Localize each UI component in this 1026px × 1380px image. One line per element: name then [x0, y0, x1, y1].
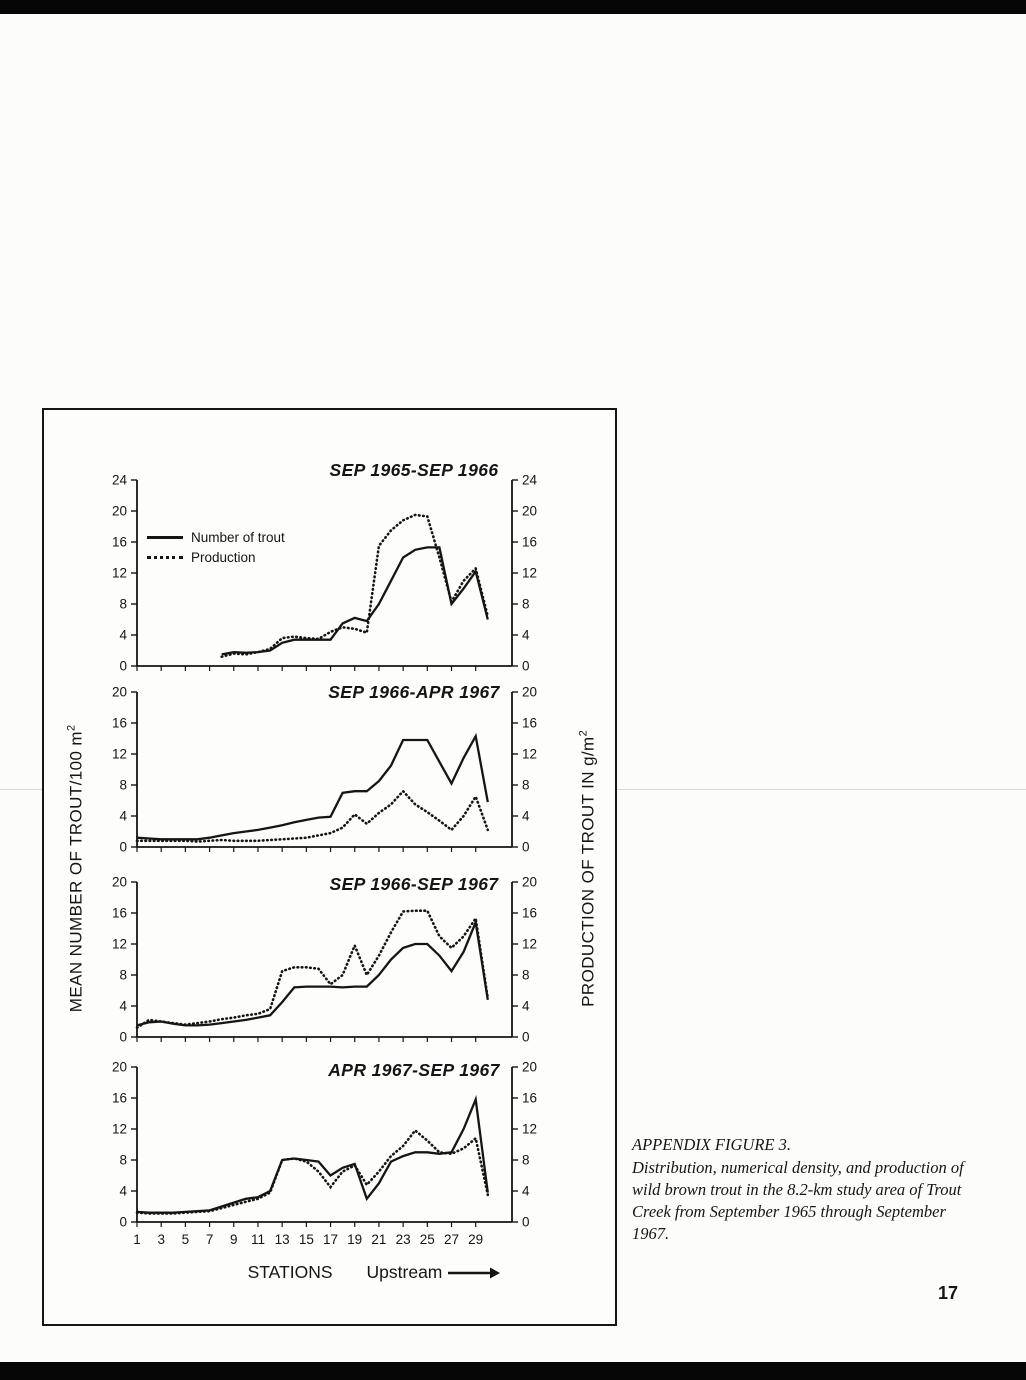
svg-text:20: 20 — [112, 685, 127, 700]
svg-text:12: 12 — [112, 937, 127, 952]
svg-text:15: 15 — [299, 1232, 314, 1247]
svg-text:4: 4 — [119, 999, 127, 1014]
y-axis-label-right: PRODUCTION OF TROUT IN g/m2 — [577, 729, 598, 1007]
svg-text:8: 8 — [522, 597, 530, 612]
svg-text:17: 17 — [323, 1232, 338, 1247]
svg-text:9: 9 — [230, 1232, 238, 1247]
svg-text:4: 4 — [522, 1184, 530, 1199]
svg-text:16: 16 — [522, 1091, 537, 1106]
upstream-label-group: Upstream — [367, 1262, 501, 1283]
svg-text:20: 20 — [112, 875, 127, 890]
svg-text:5: 5 — [182, 1232, 190, 1247]
svg-text:4: 4 — [522, 999, 530, 1014]
svg-text:4: 4 — [119, 809, 127, 824]
svg-text:24: 24 — [522, 473, 538, 488]
svg-text:1: 1 — [133, 1232, 141, 1247]
superscript-2: 2 — [577, 729, 590, 737]
svg-text:20: 20 — [522, 685, 537, 700]
svg-text:12: 12 — [522, 1122, 537, 1137]
svg-text:16: 16 — [112, 535, 127, 550]
svg-text:19: 19 — [347, 1232, 362, 1247]
chart-sep1965-sep1966: 0 0 4 4 8 8 12 12 16 16 20 20 24 24 — [99, 472, 559, 679]
svg-text:4: 4 — [119, 628, 127, 643]
chart-title-sep1965-sep1966: SEP 1965-SEP 1966 — [329, 460, 499, 480]
svg-text:25: 25 — [420, 1232, 435, 1247]
svg-text:20: 20 — [522, 504, 537, 519]
dotted-line-icon — [147, 555, 183, 559]
svg-text:24: 24 — [112, 473, 128, 488]
svg-text:29: 29 — [468, 1232, 483, 1247]
svg-text:12: 12 — [522, 566, 537, 581]
svg-text:12: 12 — [522, 937, 537, 952]
scan-edge-top — [0, 0, 1026, 14]
svg-text:0: 0 — [522, 1030, 530, 1045]
svg-text:8: 8 — [119, 1153, 127, 1168]
svg-text:16: 16 — [522, 535, 537, 550]
svg-text:8: 8 — [522, 778, 530, 793]
svg-text:20: 20 — [522, 875, 537, 890]
svg-text:0: 0 — [119, 659, 127, 674]
upstream-label: Upstream — [366, 1262, 443, 1282]
y-axis-label-left: MEAN NUMBER OF TROUT/100 m2 — [65, 724, 86, 1013]
legend-row-trout: Number of trout — [147, 527, 285, 547]
svg-text:16: 16 — [522, 716, 537, 731]
svg-text:27: 27 — [444, 1232, 459, 1247]
chart-apr1967-sep1967: 0 0 4 4 8 8 12 12 16 16 20 20 1 3 5 7 9 11 13 15 17 19 21 23 25 2… — [99, 1059, 559, 1263]
svg-text:23: 23 — [396, 1232, 411, 1247]
svg-text:4: 4 — [119, 1184, 127, 1199]
svg-text:4: 4 — [522, 628, 530, 643]
svg-text:16: 16 — [112, 1091, 127, 1106]
svg-text:8: 8 — [119, 778, 127, 793]
svg-text:0: 0 — [522, 840, 530, 855]
chart-sep1966-sep1967: 0 0 4 4 8 8 12 12 16 16 20 20 — [99, 874, 559, 1050]
svg-text:0: 0 — [119, 1215, 127, 1230]
svg-text:7: 7 — [206, 1232, 214, 1247]
svg-text:8: 8 — [522, 968, 530, 983]
svg-text:13: 13 — [275, 1232, 290, 1247]
chart-legend: Number of trout Production — [147, 527, 285, 567]
svg-text:20: 20 — [112, 504, 127, 519]
chart-title-sep1966-apr1967: SEP 1966-APR 1967 — [328, 682, 500, 702]
svg-text:8: 8 — [522, 1153, 530, 1168]
svg-text:12: 12 — [112, 1122, 127, 1137]
legend-row-production: Production — [147, 547, 285, 567]
figure-caption-body: Distribution, numerical density, and pro… — [632, 1157, 964, 1243]
chart-title-apr1967-sep1967: APR 1967-SEP 1967 — [328, 1060, 500, 1080]
x-axis-label: STATIONS Upstream — [184, 1262, 564, 1283]
svg-text:0: 0 — [119, 840, 127, 855]
svg-text:12: 12 — [112, 747, 127, 762]
page-number: 17 — [938, 1283, 959, 1303]
chart-title-sep1966-sep1967: SEP 1966-SEP 1967 — [329, 874, 499, 894]
svg-text:8: 8 — [119, 968, 127, 983]
svg-text:12: 12 — [522, 747, 537, 762]
svg-text:0: 0 — [522, 1215, 530, 1230]
stations-label: STATIONS — [247, 1262, 333, 1282]
legend-label-production: Production — [191, 549, 256, 565]
scan-edge-bottom — [0, 1362, 1026, 1380]
figure-caption: APPENDIX FIGURE 3. Distribution, numeric… — [632, 1134, 977, 1245]
svg-text:8: 8 — [119, 597, 127, 612]
svg-text:16: 16 — [112, 906, 127, 921]
svg-text:12: 12 — [112, 566, 127, 581]
svg-text:16: 16 — [522, 906, 537, 921]
legend-label-trout: Number of trout — [191, 529, 285, 545]
figure-caption-heading: APPENDIX FIGURE 3. — [632, 1135, 791, 1154]
svg-text:16: 16 — [112, 716, 127, 731]
chart-sep1966-apr1967: 0 0 4 4 8 8 12 12 16 16 20 20 — [99, 684, 559, 860]
upstream-arrow-icon — [448, 1267, 501, 1278]
svg-text:0: 0 — [119, 1030, 127, 1045]
svg-text:3: 3 — [157, 1232, 165, 1247]
solid-line-icon — [147, 535, 183, 539]
svg-text:21: 21 — [371, 1232, 386, 1247]
svg-text:20: 20 — [112, 1060, 127, 1075]
figure-frame: SEP 1965-SEP 1966 SEP 1966-APR 1967 SEP … — [42, 408, 617, 1326]
svg-text:20: 20 — [522, 1060, 537, 1075]
svg-text:4: 4 — [522, 809, 530, 824]
svg-text:11: 11 — [251, 1232, 265, 1247]
svg-text:0: 0 — [522, 659, 530, 674]
superscript-2: 2 — [65, 724, 78, 732]
